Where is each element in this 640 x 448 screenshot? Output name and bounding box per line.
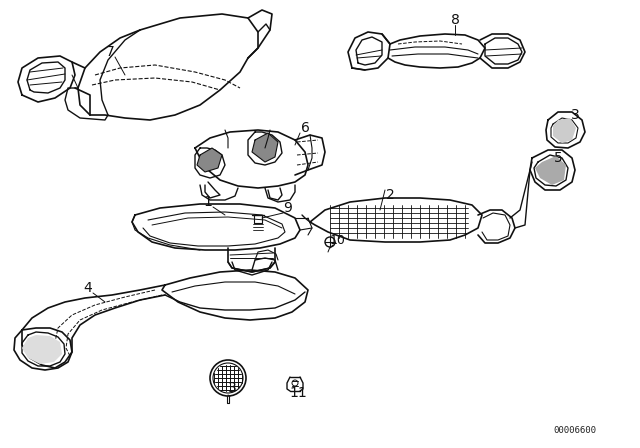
Polygon shape (197, 148, 222, 172)
Text: 3: 3 (228, 381, 236, 395)
Polygon shape (22, 335, 62, 364)
Text: 3: 3 (571, 108, 579, 122)
Text: 2: 2 (386, 188, 394, 202)
Text: 00006600: 00006600 (554, 426, 596, 435)
Polygon shape (252, 133, 278, 162)
Text: 6: 6 (301, 121, 309, 135)
Text: 9: 9 (284, 201, 292, 215)
Text: 1: 1 (204, 195, 212, 209)
Text: 4: 4 (84, 281, 92, 295)
Polygon shape (535, 156, 566, 185)
Text: 5: 5 (554, 151, 563, 165)
Text: 7: 7 (106, 45, 115, 59)
Text: 8: 8 (451, 13, 460, 27)
Text: 11: 11 (289, 386, 307, 400)
Polygon shape (553, 118, 576, 143)
Text: 10: 10 (330, 233, 346, 246)
